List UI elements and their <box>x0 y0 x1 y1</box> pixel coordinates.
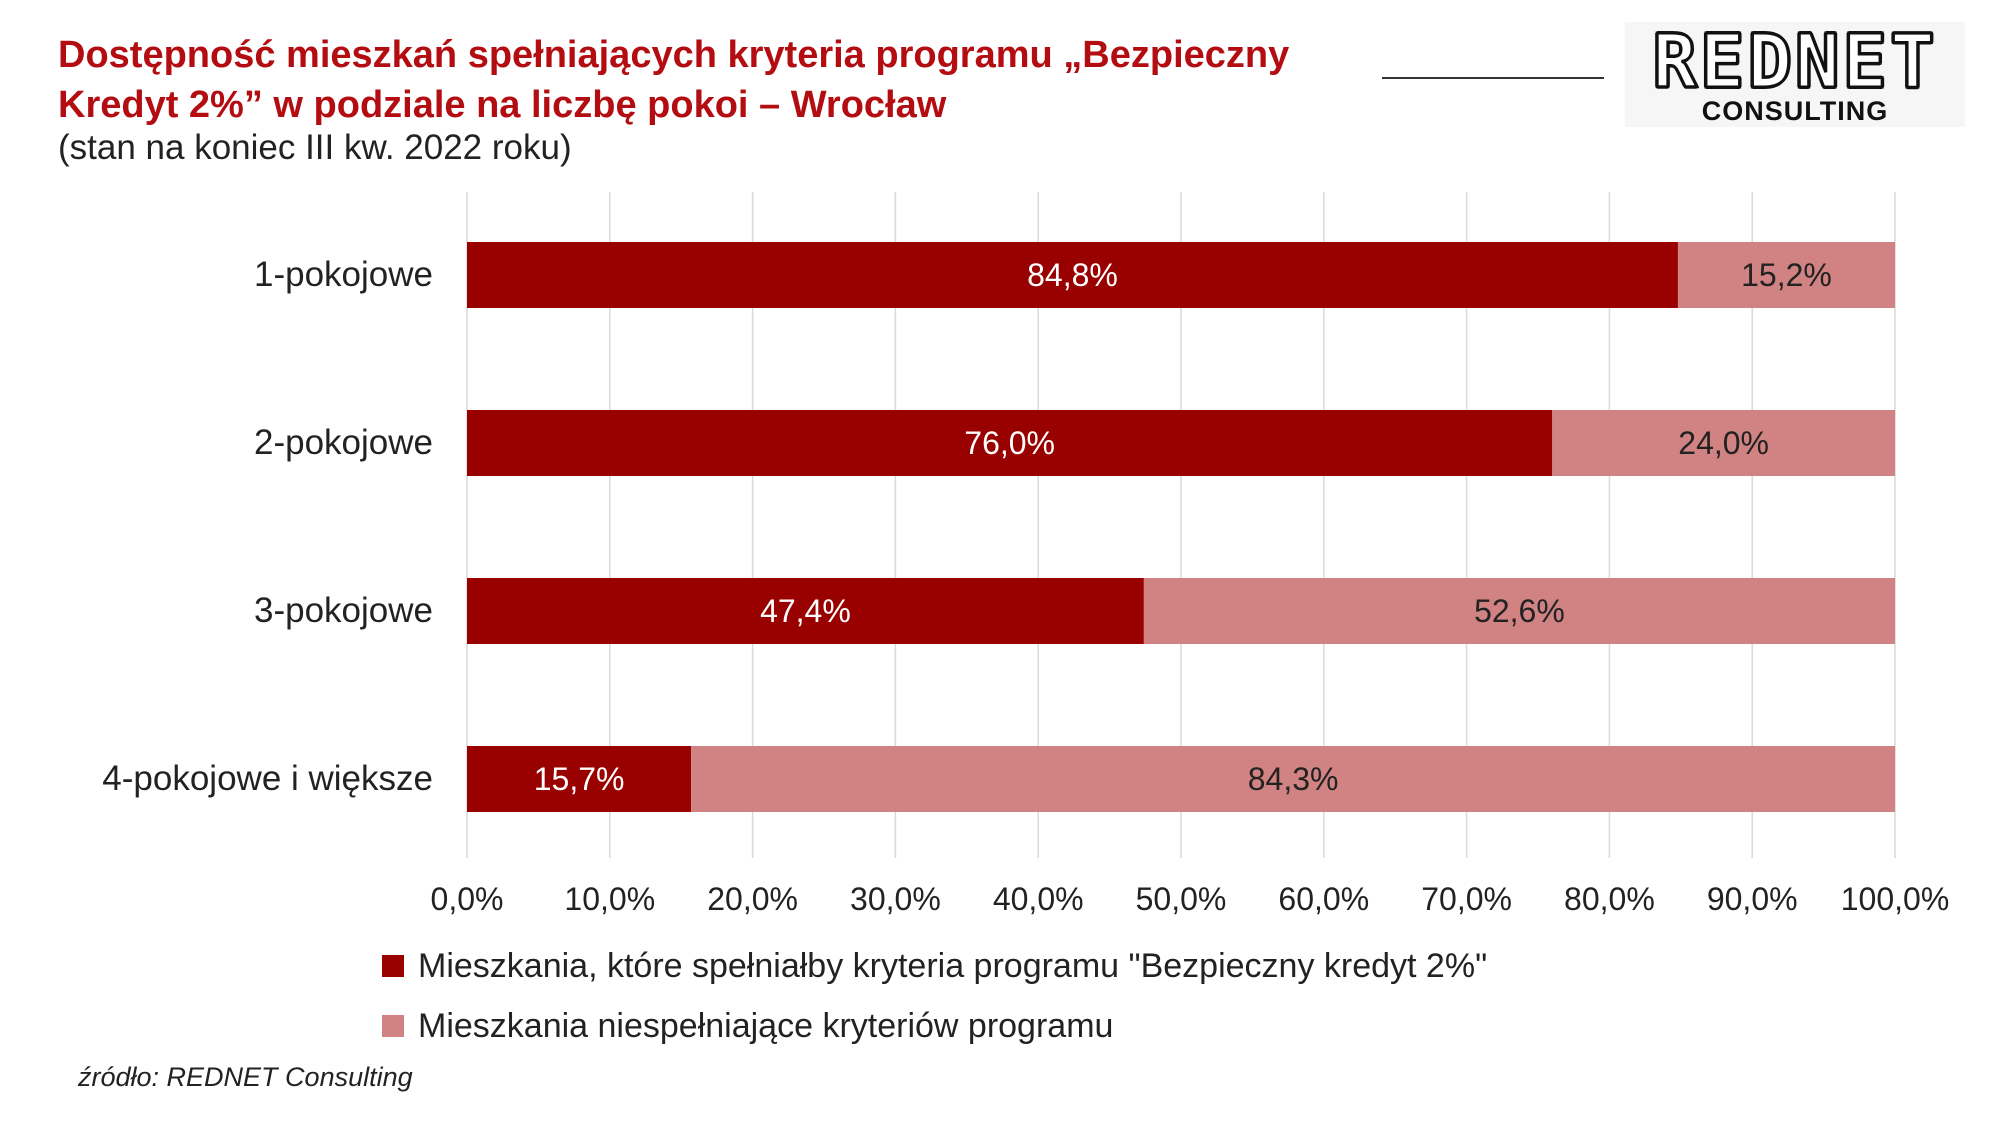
bar-segment <box>467 578 1144 644</box>
category-label: 2-pokojowe <box>254 423 433 462</box>
legend-swatch-not-meeting-criteria <box>382 1015 404 1037</box>
data-label: 47,4% <box>760 593 851 629</box>
x-tick-label: 80,0% <box>1564 881 1655 917</box>
logo-wordmark: REDNET <box>1651 19 1938 105</box>
bar-segment <box>467 242 1678 308</box>
x-tick-label: 70,0% <box>1421 881 1512 917</box>
category-label: 3-pokojowe <box>254 591 433 630</box>
data-label: 76,0% <box>964 425 1055 461</box>
legend: Mieszkania, które spełniałby kryteria pr… <box>382 936 1487 1056</box>
data-label: 15,7% <box>534 761 625 797</box>
stacked-bar-chart: 84,8% 15,2% 76,0% 24,0% 47,4% 52,6% 15,7% 84,3%… <box>102 192 1950 917</box>
legend-label-not-meeting-criteria: Mieszkania niespełniające kryteriów prog… <box>418 1006 1114 1045</box>
chart-subtitle: (stan na koniec III kw. 2022 roku) <box>58 128 572 167</box>
x-axis-ticks: 0,0% 10,0% 20,0% 30,0% 40,0% 50,0% 60,0% 70,0% 8… <box>431 881 1950 917</box>
bar-segment <box>691 746 1895 812</box>
category-label: 4-pokojowe i większe <box>102 759 433 798</box>
category-label: 1-pokojowe <box>254 255 433 294</box>
source-note: źródło: REDNET Consulting <box>78 1062 413 1092</box>
x-tick-label: 10,0% <box>564 881 655 917</box>
data-label: 84,8% <box>1027 257 1118 293</box>
legend-item-not-meeting-criteria: Mieszkania niespełniające kryteriów prog… <box>382 996 1487 1056</box>
x-tick-label: 0,0% <box>431 881 504 917</box>
legend-label-meeting-criteria: Mieszkania, które spełniałby kryteria pr… <box>418 946 1488 985</box>
bar-segment <box>467 410 1553 476</box>
category-labels: 1-pokojowe 2-pokojowe 3-pokojowe 4-pokojowe… <box>102 255 433 798</box>
bar-segment <box>467 746 692 812</box>
x-tick-label: 40,0% <box>993 881 1084 917</box>
x-tick-label: 90,0% <box>1707 881 1798 917</box>
logo-subtitle: CONSULTING <box>1701 96 1889 126</box>
bar-segment <box>1677 242 1895 308</box>
bar-segment <box>1143 578 1895 644</box>
x-tick-label: 50,0% <box>1136 881 1227 917</box>
x-tick-label: 20,0% <box>707 881 798 917</box>
chart-title: Dostępność mieszkań spełniających kryter… <box>58 34 1290 126</box>
data-label: 52,6% <box>1474 593 1565 629</box>
legend-item-meeting-criteria: Mieszkania, które spełniałby kryteria pr… <box>382 936 1487 996</box>
x-tick-label: 60,0% <box>1278 881 1369 917</box>
data-label: 15,2% <box>1741 257 1832 293</box>
legend-swatch-meeting-criteria <box>382 955 404 977</box>
bar-segment <box>1552 410 1895 476</box>
data-label: 84,3% <box>1248 761 1339 797</box>
bars: 84,8% 15,2% 76,0% 24,0% 47,4% 52,6% 15,7% 84,3% <box>467 242 1895 812</box>
x-tick-label: 30,0% <box>850 881 941 917</box>
company-logo: REDNET CONSULTING <box>1625 22 1965 127</box>
title-divider <box>1382 77 1604 79</box>
x-tick-label: 100,0% <box>1841 881 1950 917</box>
data-label: 24,0% <box>1678 425 1769 461</box>
